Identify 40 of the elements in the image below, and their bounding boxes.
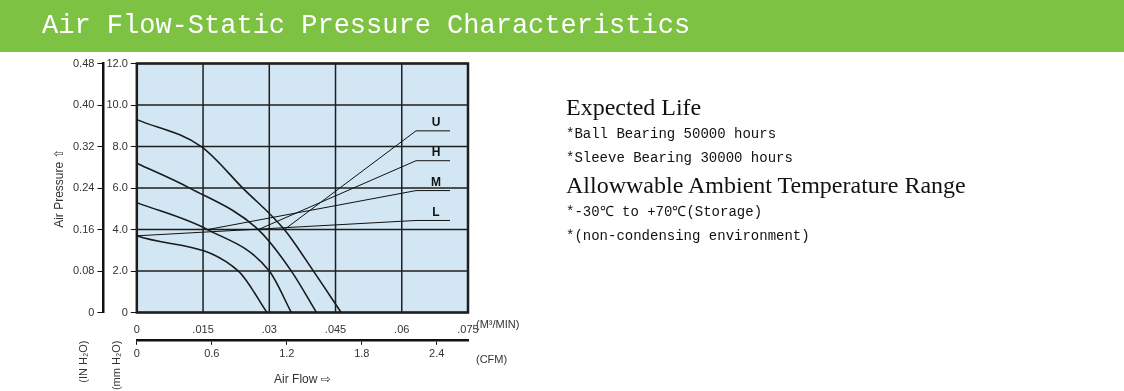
y2-tick-label: 0.32 — [72, 139, 95, 152]
text: *(non-condensing environment) — [566, 227, 811, 246]
x-tick-label: .03 — [261, 323, 277, 336]
text: *Sleeve Bearing 30000 hours — [566, 149, 794, 168]
y-tick-label: 6.0 — [112, 181, 128, 194]
x2-tick-label: 0 — [133, 347, 140, 360]
text: H — [431, 145, 441, 160]
text: Allowwable Ambient Temperature Range — [566, 171, 966, 200]
y2-tick-label: 0 — [88, 305, 95, 318]
x-tick-label: 0 — [133, 323, 140, 336]
y2-tick-label: 0.48 — [72, 56, 95, 69]
y2-tick-label: 0.24 — [72, 181, 95, 194]
x2-tick-label: 1.2 — [279, 347, 295, 360]
chart-title: Air Flow-Static Pressure Characteristics — [0, 0, 1124, 52]
x2-tick-label: 1.8 — [354, 347, 370, 360]
y-tick-label: 8.0 — [112, 139, 128, 152]
text: *Ball Bearing 50000 hours — [566, 125, 778, 144]
y2-axis-title: (IN H₂O) — [77, 340, 90, 383]
x-tick-label: .015 — [192, 323, 214, 336]
text: Air Pressure ⇧ — [52, 148, 67, 228]
x2-axis-title: (CFM) — [476, 352, 508, 365]
text: U — [431, 115, 441, 130]
x2-tick-label: 0.6 — [204, 347, 220, 360]
y-tick-label: 2.0 — [112, 264, 128, 277]
y2-tick-label: 0.08 — [72, 264, 95, 277]
x-tick-label: .045 — [324, 323, 347, 336]
y-axis-title: (mm H₂O) — [110, 340, 123, 391]
text: *-30℃ to +70℃(Storage) — [566, 203, 764, 222]
text: M — [431, 174, 441, 189]
y-tick-label: 4.0 — [112, 222, 128, 235]
text: Air Flow ⇨ — [274, 372, 331, 387]
x-tick-label: .06 — [394, 323, 410, 336]
y-tick-label: 0 — [121, 305, 128, 318]
x2-tick-label: 2.4 — [429, 347, 445, 360]
text: Expected Life — [566, 93, 703, 122]
y2-tick-label: 0.16 — [72, 222, 95, 235]
y-tick-label: 10.0 — [106, 98, 128, 111]
y2-tick-label: 0.40 — [72, 98, 95, 111]
y-tick-label: 12.0 — [106, 56, 128, 69]
text: L — [432, 204, 440, 219]
